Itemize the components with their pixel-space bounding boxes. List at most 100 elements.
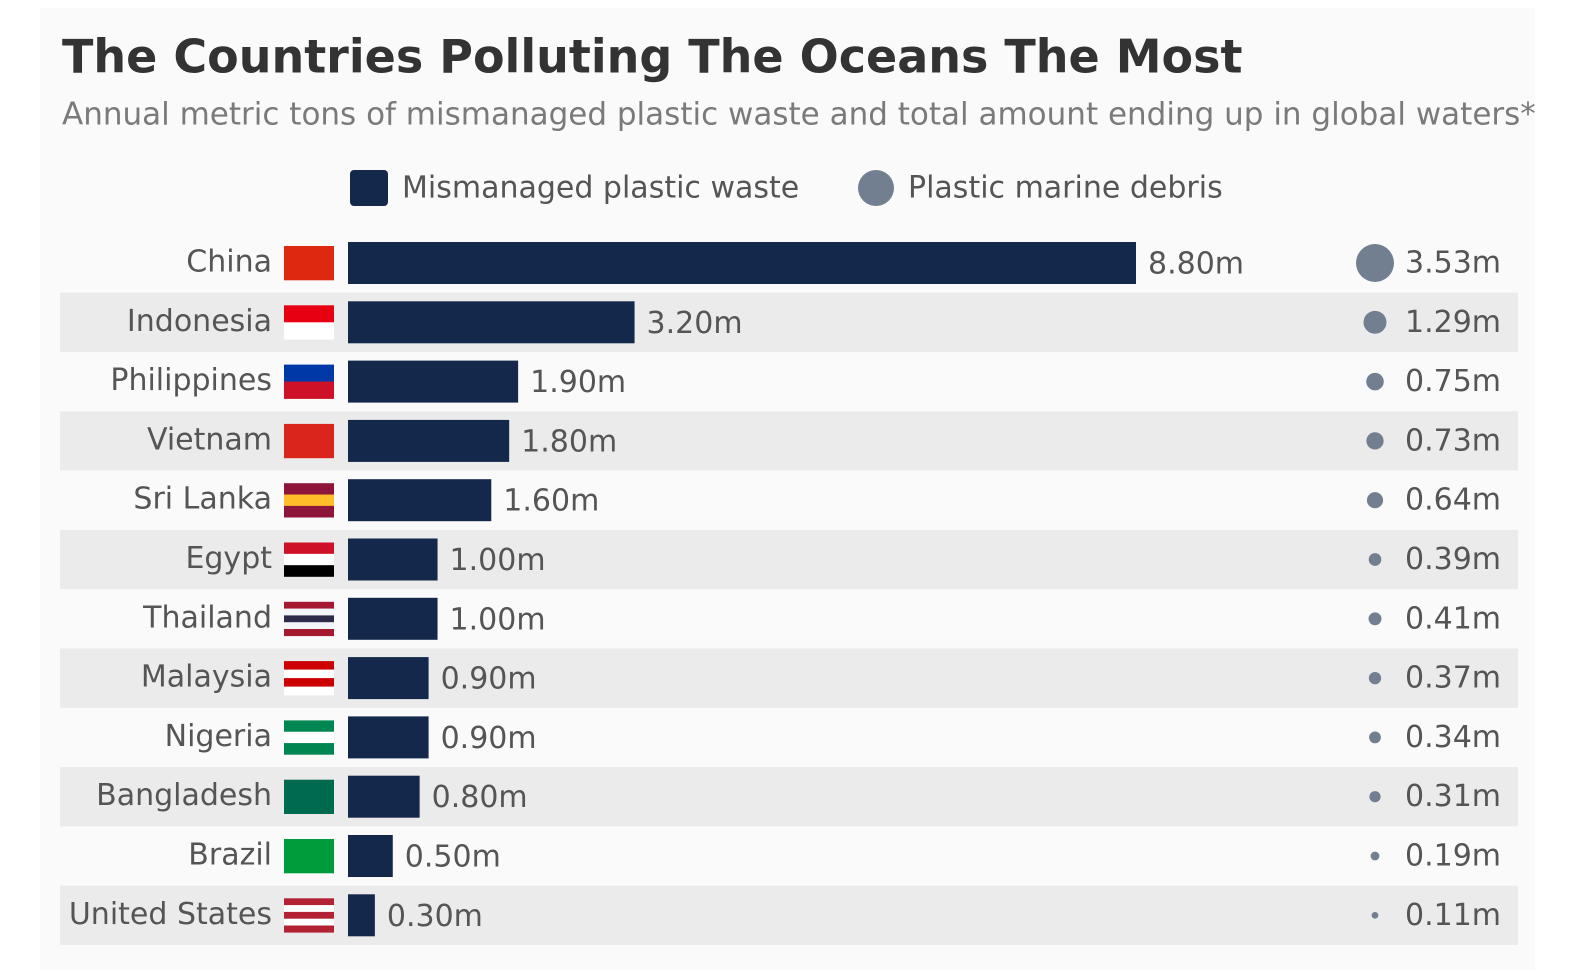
bubble: [1356, 244, 1394, 282]
category-label: Nigeria: [165, 719, 272, 754]
flag: [284, 494, 334, 507]
category-label: China: [186, 245, 272, 280]
flag: [284, 246, 334, 281]
category-label: Egypt: [185, 541, 272, 576]
value-label: 0.90m: [441, 662, 537, 697]
bar: [348, 479, 492, 522]
value-label: 0.64m: [1405, 483, 1501, 518]
flag: [284, 622, 334, 630]
bubble: [1368, 671, 1382, 685]
row-band: [60, 411, 1518, 471]
bubble: [1368, 553, 1382, 566]
category-label: Malaysia: [141, 660, 272, 695]
bar: [348, 894, 375, 937]
category-label: Indonesia: [127, 304, 272, 339]
legend-label: Mismanaged plastic waste: [402, 171, 799, 206]
flag: [284, 542, 334, 555]
flag: [284, 898, 334, 906]
flag: [284, 483, 334, 495]
flag: [284, 918, 334, 926]
row-band: [60, 885, 1518, 945]
value-label: 1.29m: [1405, 305, 1501, 340]
bar: [348, 242, 1136, 284]
value-label: 0.75m: [1405, 364, 1501, 399]
value-label: 8.80m: [1148, 247, 1244, 282]
value-label: 0.34m: [1405, 720, 1501, 755]
bar: [348, 360, 519, 403]
bubble: [1369, 731, 1381, 744]
flag: [284, 565, 334, 577]
flag: [284, 905, 334, 913]
flag: [284, 720, 334, 733]
value-label: 0.90m: [441, 721, 537, 756]
value-label: 1.60m: [503, 484, 599, 519]
flag: [284, 779, 334, 814]
flag: [284, 669, 334, 679]
value-label: 0.73m: [1405, 423, 1501, 458]
flag: [284, 601, 334, 609]
value-label: 1.90m: [530, 365, 626, 400]
bubble: [1368, 612, 1382, 626]
bar: [348, 301, 635, 344]
bubble: [1366, 432, 1384, 450]
category-label: Philippines: [110, 363, 272, 398]
row-band: [60, 529, 1518, 590]
value-label: 0.19m: [1405, 839, 1501, 874]
chart-title: The Countries Polluting The Oceans The M…: [62, 30, 1242, 84]
bubble: [1366, 372, 1384, 391]
flag: [284, 686, 334, 696]
bar: [348, 419, 510, 462]
value-label: 0.41m: [1405, 601, 1501, 636]
value-label: 0.80m: [432, 780, 528, 815]
row-band: [60, 292, 1518, 352]
flag: [284, 678, 334, 687]
category-label: United States: [69, 897, 272, 932]
row-band: [60, 648, 1518, 708]
category-label: Sri Lanka: [133, 482, 272, 517]
bar: [348, 775, 420, 818]
flag: [284, 322, 334, 340]
flag: [284, 661, 334, 670]
flag: [284, 305, 334, 323]
value-label: 1.00m: [450, 602, 546, 637]
flag: [284, 615, 334, 623]
flag: [284, 629, 334, 637]
flag: [284, 731, 334, 744]
bar: [348, 835, 393, 877]
flag: [284, 743, 334, 755]
row-band: [60, 767, 1518, 827]
flag: [284, 381, 334, 399]
category-label: Bangladesh: [96, 778, 272, 813]
bar: [348, 597, 438, 640]
value-label: 3.53m: [1405, 246, 1501, 281]
value-label: 1.80m: [521, 424, 617, 459]
flag: [284, 364, 334, 382]
value-label: 0.39m: [1405, 542, 1501, 577]
flag: [284, 553, 334, 566]
legend-swatch: [350, 170, 388, 206]
flag: [284, 423, 334, 459]
value-label: 0.50m: [405, 840, 501, 875]
category-label: Thailand: [142, 600, 272, 635]
bar: [348, 538, 438, 581]
flag: [284, 839, 334, 874]
bubble: [1370, 851, 1380, 861]
legend-swatch: [858, 170, 894, 206]
flag: [284, 608, 334, 616]
category-label: Brazil: [188, 838, 272, 873]
bar: [348, 657, 429, 700]
value-label: 3.20m: [647, 306, 743, 341]
bubble: [1363, 310, 1387, 334]
bubble: [1371, 911, 1379, 919]
flag: [284, 925, 334, 933]
chart-subtitle: Annual metric tons of mismanaged plastic…: [62, 97, 1536, 133]
bubble: [1369, 791, 1381, 803]
legend-label: Plastic marine debris: [908, 171, 1223, 206]
flag: [284, 911, 334, 919]
value-label: 0.11m: [1405, 898, 1501, 933]
bar: [348, 716, 429, 759]
bubble: [1366, 492, 1384, 509]
value-label: 0.37m: [1405, 661, 1501, 696]
